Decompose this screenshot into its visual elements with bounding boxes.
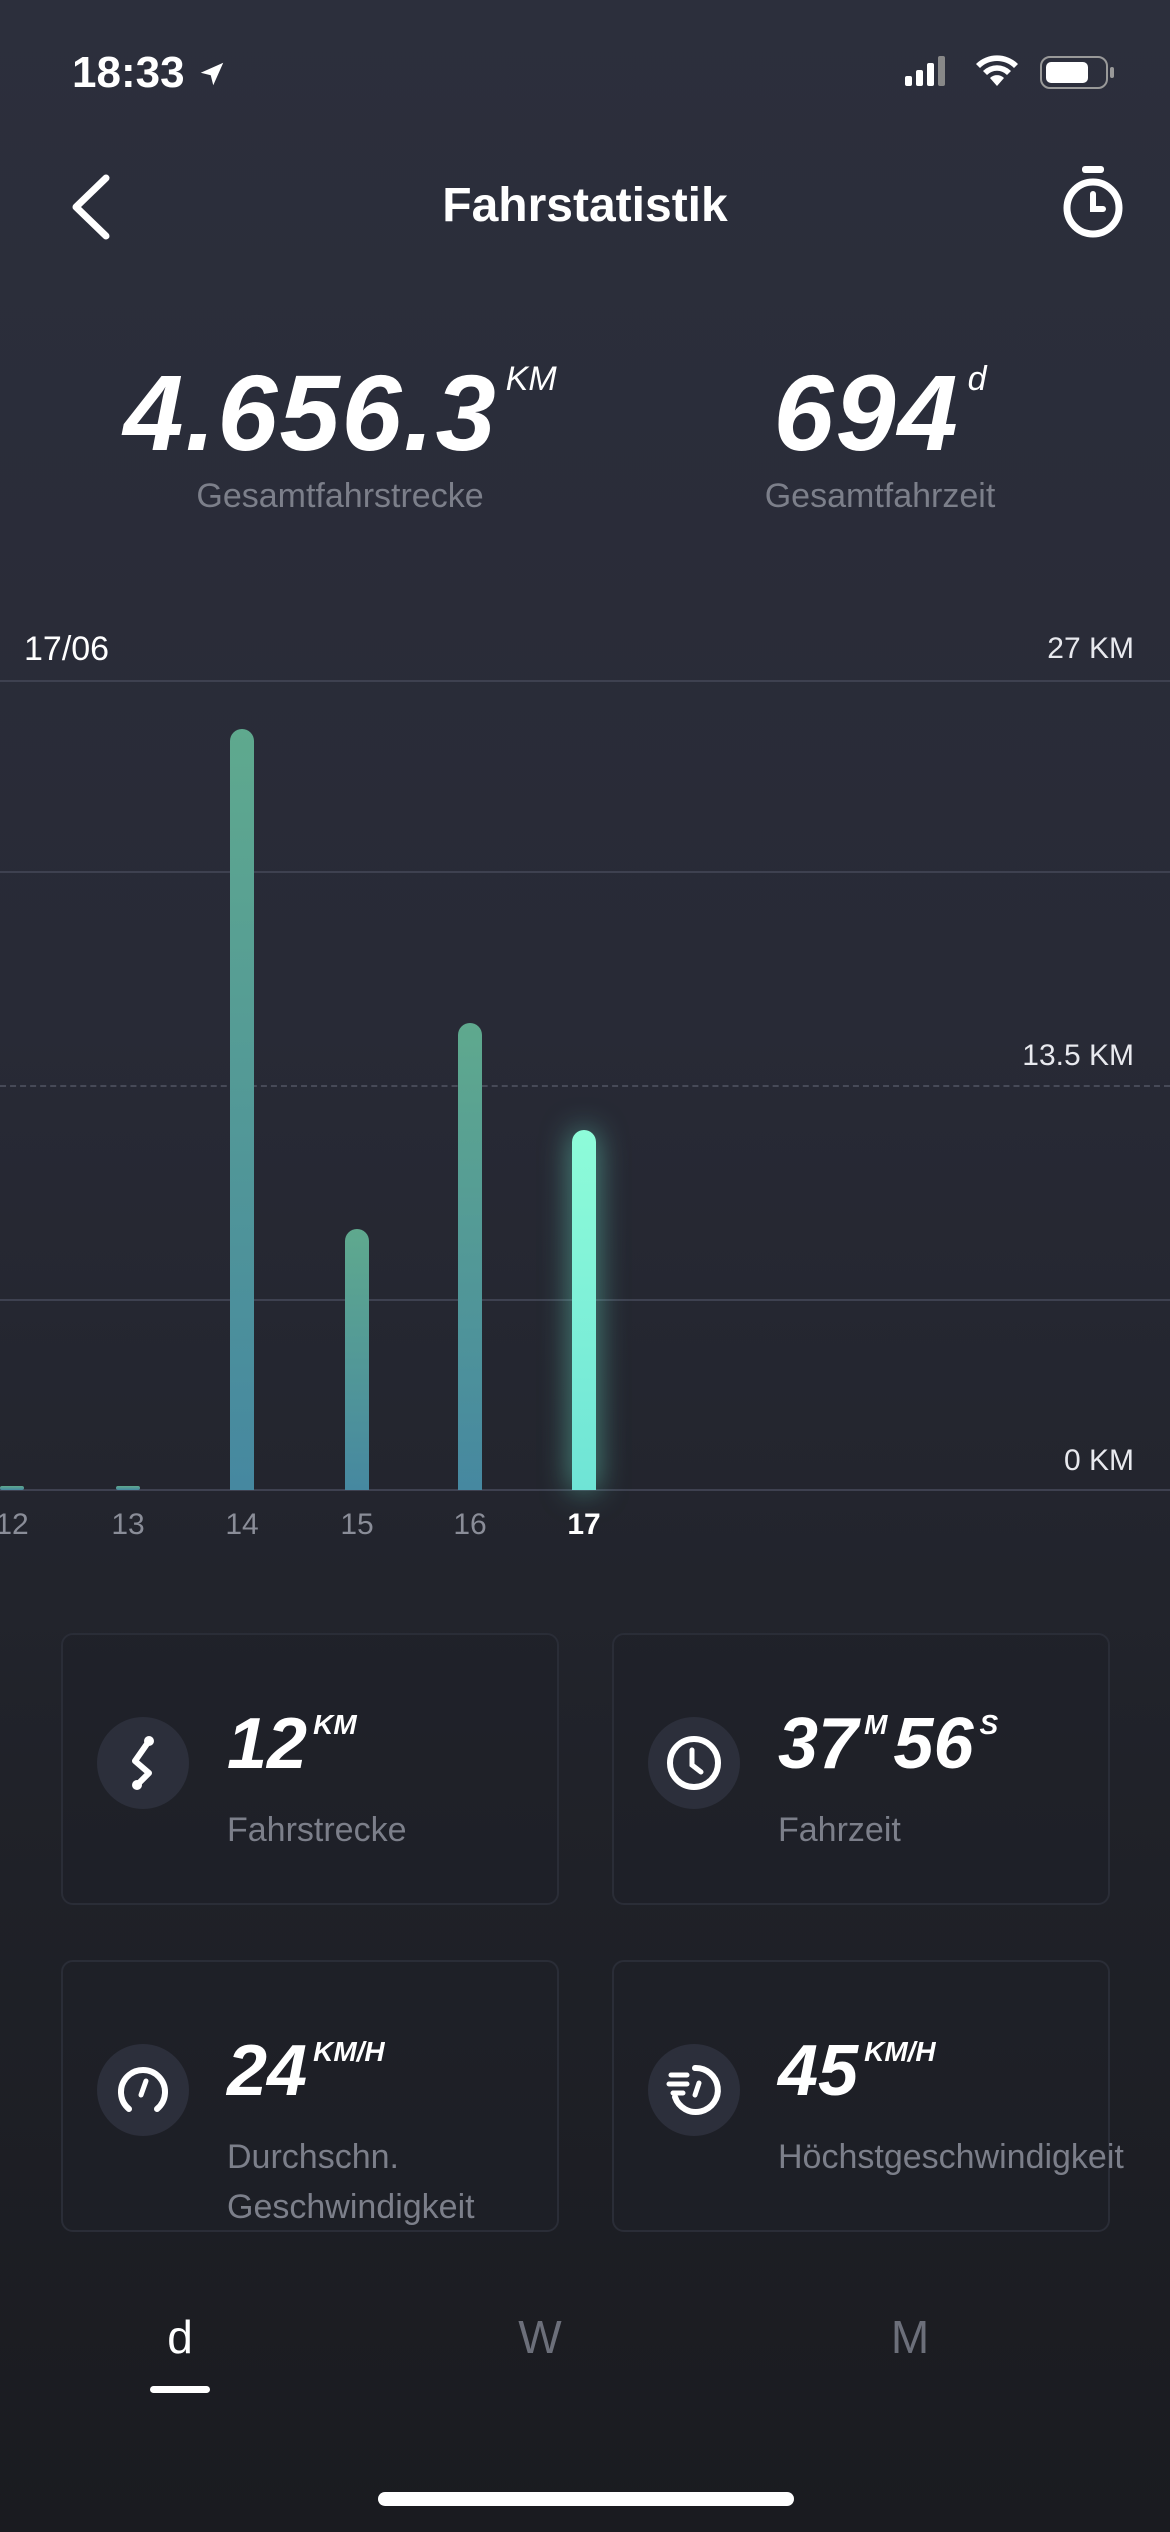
tab-indicator xyxy=(150,2386,210,2393)
bar-17[interactable] xyxy=(572,1130,596,1490)
card-distance[interactable]: 12 KM Fahrstrecke xyxy=(61,1633,559,1905)
x-tick-label[interactable]: 16 xyxy=(453,1508,487,1541)
card-value: 45 xyxy=(778,2031,859,2111)
y-tick-mid: 13.5 KM xyxy=(1022,1039,1134,1072)
status-time: 18:33 xyxy=(72,48,227,98)
card-value: 24 xyxy=(227,2031,308,2111)
bar-14[interactable] xyxy=(230,728,254,1490)
chart-date: 17/06 xyxy=(24,630,110,668)
home-indicator[interactable] xyxy=(378,2492,794,2506)
max-speed-icon xyxy=(648,2044,740,2136)
total-distance: 4.656.3 KM Gesamtfahrstrecke xyxy=(100,350,580,516)
bar-15[interactable] xyxy=(345,1229,369,1490)
tab-week[interactable]: W xyxy=(518,2311,562,2363)
card-unit-2: S xyxy=(979,1709,999,1740)
card-unit: M xyxy=(864,1709,888,1740)
card-ride-time[interactable]: 37 M56 S Fahrzeit xyxy=(612,1633,1110,1905)
total-time-value: 694 xyxy=(773,352,960,473)
speedometer-icon xyxy=(97,2044,189,2136)
tab-day[interactable]: d xyxy=(167,2311,193,2363)
card-label: Höchstgeschwindigkeit xyxy=(778,2138,1124,2176)
card-value-row: 37 M56 S xyxy=(778,1703,1004,1785)
route-icon xyxy=(97,1717,189,1809)
bar-13[interactable] xyxy=(116,1486,140,1490)
tab-month[interactable]: M xyxy=(890,2311,930,2363)
gridline-mid xyxy=(0,1085,1170,1087)
card-unit: KM xyxy=(313,1709,357,1740)
card-max-speed[interactable]: 45 KM/H Höchstgeschwindigkeit xyxy=(612,1960,1124,2232)
card-value-row: 24 KM/H xyxy=(227,2030,391,2112)
card-value-2: 56 xyxy=(893,1704,974,1784)
back-button[interactable] xyxy=(68,172,116,242)
x-tick-label[interactable]: 12 xyxy=(0,1508,29,1541)
card-value: 37 xyxy=(778,1704,859,1784)
card-unit: KM/H xyxy=(313,2036,385,2067)
baseline xyxy=(0,1489,1170,1491)
card-value-row: 12 KM xyxy=(227,1703,363,1785)
x-tick-label[interactable]: 14 xyxy=(225,1508,259,1541)
y-tick-max: 27 KM xyxy=(1047,632,1134,665)
signal-icon xyxy=(905,56,945,86)
page-title: Fahrstatistik xyxy=(442,179,728,232)
card-value: 12 xyxy=(227,1704,308,1784)
total-distance-unit: KM xyxy=(505,360,557,398)
card-label: Durchschn. Geschwindigkeit xyxy=(227,2138,475,2226)
x-tick-label[interactable]: 13 xyxy=(111,1508,145,1541)
card-value-row: 45 KM/H xyxy=(778,2030,942,2112)
x-tick-label[interactable]: 17 xyxy=(567,1508,601,1541)
clock-icon xyxy=(648,1717,740,1809)
card-label: Fahrzeit xyxy=(778,1811,901,1849)
total-time-unit: d xyxy=(967,360,987,398)
battery-icon xyxy=(1040,56,1114,89)
total-distance-label: Gesamtfahrstrecke xyxy=(196,477,484,515)
total-distance-value: 4.656.3 xyxy=(123,352,498,473)
total-time: 694 d Gesamtfahrzeit xyxy=(690,350,1070,516)
x-tick-label[interactable]: 15 xyxy=(340,1508,374,1541)
card-unit: KM/H xyxy=(864,2036,936,2067)
wifi-icon xyxy=(976,55,1018,86)
total-time-label: Gesamtfahrzeit xyxy=(764,477,996,515)
time-text: 18:33 xyxy=(72,48,185,97)
gridline xyxy=(0,871,1170,873)
bar-16[interactable] xyxy=(458,1022,482,1490)
location-arrow-icon xyxy=(200,62,224,86)
card-label: Fahrstrecke xyxy=(227,1811,407,1849)
gridline xyxy=(0,680,1170,682)
stopwatch-icon[interactable] xyxy=(1060,164,1126,240)
card-avg-speed[interactable]: 24 KM/H Durchschn. Geschwindigkeit xyxy=(61,1960,559,2232)
y-tick-zero: 0 KM xyxy=(1063,1444,1134,1477)
bar-12[interactable] xyxy=(0,1486,24,1490)
